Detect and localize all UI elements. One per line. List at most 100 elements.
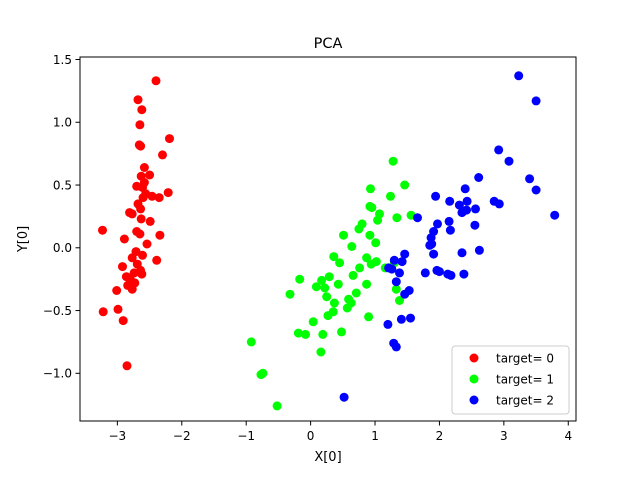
legend: target= 0 target= 1 target= 2	[451, 345, 570, 415]
y-tick-label: −1.0	[43, 367, 72, 381]
data-point	[434, 267, 444, 277]
data-point	[366, 259, 376, 269]
data-point	[317, 275, 327, 285]
data-point	[366, 184, 375, 194]
data-point	[413, 213, 422, 223]
data-point	[462, 196, 472, 206]
data-point	[392, 213, 402, 223]
axes-frame	[79, 56, 577, 422]
data-point	[348, 270, 358, 280]
x-tick-label: 1	[371, 429, 379, 443]
data-point	[301, 329, 310, 339]
data-point	[113, 304, 123, 314]
data-point	[295, 274, 305, 284]
data-point	[454, 200, 464, 210]
data-point	[139, 163, 149, 172]
data-point	[158, 150, 167, 160]
data-point	[425, 240, 435, 250]
series-0	[98, 76, 174, 371]
data-point	[138, 193, 148, 203]
data-point	[335, 258, 345, 268]
data-point	[431, 191, 441, 201]
data-point	[444, 216, 454, 226]
data-point	[391, 277, 401, 287]
data-point	[514, 71, 524, 81]
legend-label: target= 1	[496, 372, 554, 386]
data-point	[137, 105, 147, 115]
data-point	[445, 196, 455, 206]
data-point	[147, 191, 157, 201]
y-axis-label: Y[0]	[16, 226, 31, 253]
data-point	[152, 255, 162, 265]
data-point	[351, 288, 361, 298]
data-point	[494, 199, 504, 209]
data-point	[494, 145, 504, 155]
legend-frame	[451, 345, 570, 415]
data-point	[364, 312, 374, 322]
data-point	[320, 283, 330, 293]
data-point	[470, 220, 480, 230]
series-2	[339, 71, 560, 402]
data-point	[122, 361, 132, 371]
data-point	[474, 173, 484, 182]
data-point	[316, 347, 326, 357]
x-tick-label: 3	[500, 429, 508, 443]
y-tick-label: 0.0	[53, 241, 72, 255]
chart-title: PCA	[314, 36, 343, 52]
legend-label: target= 0	[496, 351, 554, 365]
data-point	[400, 249, 410, 259]
data-point	[342, 303, 352, 313]
data-point	[387, 264, 397, 274]
data-point	[362, 279, 372, 289]
data-point	[145, 170, 155, 180]
data-point	[354, 224, 364, 234]
data-point	[337, 327, 346, 337]
data-point	[256, 370, 266, 380]
data-point	[318, 329, 328, 339]
data-point	[163, 188, 173, 198]
data-point	[531, 96, 541, 106]
data-point	[445, 225, 455, 235]
x-axis: −3 −2 −1 0 1 2 3 4	[109, 421, 572, 443]
data-point	[391, 342, 401, 352]
data-point	[329, 252, 339, 262]
data-point	[133, 95, 143, 105]
data-point	[362, 253, 372, 263]
data-point	[395, 268, 404, 278]
data-point	[388, 156, 398, 166]
data-point	[308, 317, 318, 327]
plot-area	[98, 71, 560, 411]
data-point	[135, 120, 145, 130]
x-tick-label: −3	[109, 429, 127, 443]
data-point	[135, 229, 145, 239]
legend-marker	[469, 374, 479, 384]
data-point	[165, 134, 174, 144]
data-point	[400, 180, 410, 190]
data-point	[420, 268, 430, 278]
data-point	[154, 193, 164, 203]
data-point	[433, 219, 442, 229]
data-point	[397, 257, 407, 267]
data-point	[333, 279, 343, 289]
legend-marker	[469, 353, 479, 363]
data-point	[324, 272, 334, 282]
data-point	[136, 204, 146, 214]
data-point	[136, 214, 146, 224]
data-point	[365, 230, 375, 240]
data-point	[329, 298, 339, 308]
data-point	[272, 401, 282, 411]
data-point	[391, 284, 401, 294]
data-point	[383, 319, 393, 329]
data-point	[400, 289, 410, 299]
data-point	[396, 314, 406, 324]
data-point	[395, 296, 404, 305]
data-point	[429, 249, 439, 259]
data-point	[136, 141, 146, 151]
data-point	[474, 245, 484, 255]
data-point	[119, 234, 129, 244]
data-point	[322, 292, 332, 302]
x-tick-label: −1	[237, 429, 255, 443]
data-point	[355, 263, 365, 273]
data-point	[457, 208, 467, 218]
